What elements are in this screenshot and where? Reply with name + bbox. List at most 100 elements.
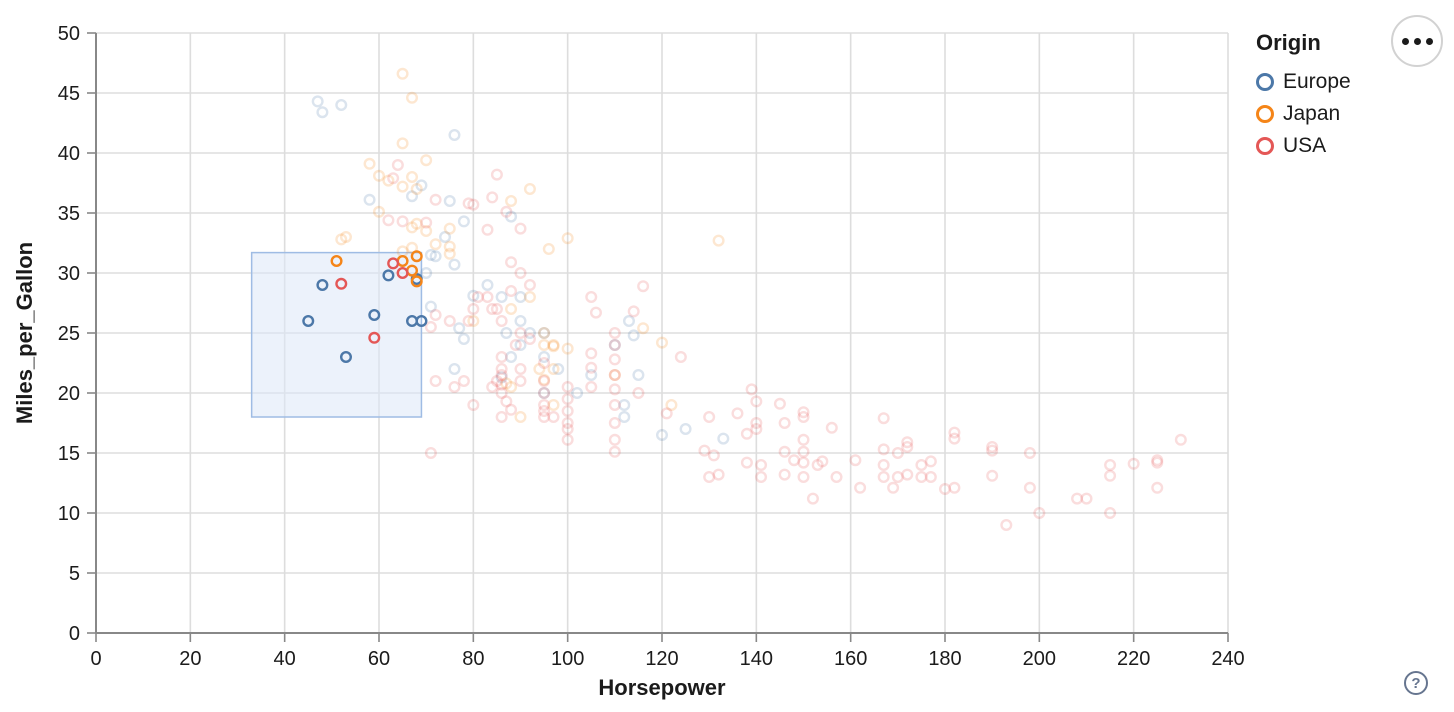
data-point-usa[interactable]: [396, 215, 409, 228]
data-point-europe[interactable]: [443, 194, 456, 207]
data-point-japan[interactable]: [547, 339, 560, 352]
data-point-usa[interactable]: [608, 383, 621, 396]
data-point-usa[interactable]: [891, 447, 904, 460]
data-point-japan[interactable]: [410, 275, 423, 288]
data-point-usa[interactable]: [481, 223, 494, 236]
data-point-europe[interactable]: [415, 179, 428, 192]
data-point-europe[interactable]: [424, 300, 437, 313]
brush-selection[interactable]: [250, 251, 423, 418]
data-point-usa[interactable]: [462, 197, 475, 210]
data-point-usa[interactable]: [1174, 433, 1187, 446]
data-point-japan[interactable]: [547, 399, 560, 412]
data-point-europe[interactable]: [538, 327, 551, 340]
data-point-usa[interactable]: [1151, 454, 1164, 467]
data-point-usa[interactable]: [1071, 492, 1084, 505]
data-point-usa[interactable]: [486, 381, 499, 394]
data-point-usa[interactable]: [538, 375, 551, 388]
data-point-japan[interactable]: [637, 322, 650, 335]
data-point-usa[interactable]: [608, 417, 621, 430]
data-point-usa[interactable]: [608, 445, 621, 458]
data-point-europe[interactable]: [571, 387, 584, 400]
data-point-usa[interactable]: [811, 459, 824, 472]
data-point-usa[interactable]: [797, 433, 810, 446]
data-point-usa[interactable]: [939, 483, 952, 496]
data-point-usa[interactable]: [750, 423, 763, 436]
data-point-europe[interactable]: [656, 429, 669, 442]
data-point-usa[interactable]: [495, 411, 508, 424]
data-point-japan[interactable]: [665, 399, 678, 412]
data-point-usa[interactable]: [1151, 456, 1164, 469]
data-point-usa[interactable]: [948, 481, 961, 494]
data-point-europe[interactable]: [618, 399, 631, 412]
data-point-europe[interactable]: [622, 315, 635, 328]
data-point-europe[interactable]: [632, 369, 645, 382]
data-point-japan[interactable]: [561, 342, 574, 355]
data-point-usa[interactable]: [924, 455, 937, 468]
data-point-usa[interactable]: [1023, 481, 1036, 494]
data-point-usa[interactable]: [797, 445, 810, 458]
data-point-usa[interactable]: [495, 315, 508, 328]
data-point-usa[interactable]: [986, 441, 999, 454]
data-point-europe[interactable]: [457, 215, 470, 228]
data-point-japan[interactable]: [547, 340, 560, 353]
data-point-usa[interactable]: [509, 339, 522, 352]
data-point-usa[interactable]: [467, 303, 480, 316]
data-point-usa[interactable]: [1000, 519, 1013, 532]
data-point-europe[interactable]: [585, 369, 598, 382]
data-point-usa[interactable]: [608, 433, 621, 446]
data-point-japan[interactable]: [523, 291, 536, 304]
data-point-usa[interactable]: [637, 280, 650, 293]
data-point-usa[interactable]: [703, 411, 716, 424]
data-point-usa[interactable]: [877, 459, 890, 472]
data-point-usa[interactable]: [387, 257, 400, 270]
data-point-usa[interactable]: [788, 454, 801, 467]
data-point-usa[interactable]: [627, 305, 640, 318]
data-point-usa[interactable]: [632, 387, 645, 400]
data-point-usa[interactable]: [1104, 507, 1117, 520]
data-point-europe[interactable]: [538, 387, 551, 400]
data-point-usa[interactable]: [707, 449, 720, 462]
data-point-usa[interactable]: [854, 481, 867, 494]
data-point-usa[interactable]: [585, 381, 598, 394]
data-point-europe[interactable]: [415, 315, 428, 328]
data-point-usa[interactable]: [486, 191, 499, 204]
data-point-usa[interactable]: [462, 315, 475, 328]
data-point-usa[interactable]: [877, 412, 890, 425]
data-point-europe[interactable]: [552, 363, 565, 376]
data-point-usa[interactable]: [500, 205, 513, 218]
data-point-usa[interactable]: [429, 193, 442, 206]
data-point-europe[interactable]: [439, 230, 452, 243]
data-point-usa[interactable]: [674, 351, 687, 364]
data-point-usa[interactable]: [1023, 447, 1036, 460]
data-point-usa[interactable]: [538, 387, 551, 400]
data-point-usa[interactable]: [495, 378, 508, 391]
data-point-europe[interactable]: [420, 267, 433, 280]
data-point-usa[interactable]: [825, 421, 838, 434]
data-point-japan[interactable]: [538, 327, 551, 340]
data-point-usa[interactable]: [948, 426, 961, 439]
data-point-usa[interactable]: [731, 407, 744, 420]
data-point-usa[interactable]: [608, 353, 621, 366]
data-point-europe[interactable]: [523, 327, 536, 340]
data-point-usa[interactable]: [778, 417, 791, 430]
data-point-usa[interactable]: [778, 468, 791, 481]
data-point-usa[interactable]: [335, 277, 348, 290]
data-point-japan[interactable]: [410, 217, 423, 230]
data-point-usa[interactable]: [698, 444, 711, 457]
data-point-usa[interactable]: [1104, 469, 1117, 482]
data-point-japan[interactable]: [396, 67, 409, 80]
data-point-usa[interactable]: [538, 357, 551, 370]
data-point-usa[interactable]: [877, 443, 890, 456]
data-point-japan[interactable]: [561, 232, 574, 245]
data-point-europe[interactable]: [316, 279, 329, 292]
data-point-europe[interactable]: [495, 291, 508, 304]
data-point-europe[interactable]: [538, 351, 551, 364]
data-point-japan[interactable]: [712, 234, 725, 247]
data-point-europe[interactable]: [448, 128, 461, 141]
data-point-usa[interactable]: [429, 309, 442, 322]
data-point-usa[interactable]: [490, 375, 503, 388]
data-point-usa[interactable]: [585, 361, 598, 374]
data-point-usa[interactable]: [495, 363, 508, 376]
data-point-japan[interactable]: [339, 230, 352, 243]
data-point-japan[interactable]: [396, 137, 409, 150]
